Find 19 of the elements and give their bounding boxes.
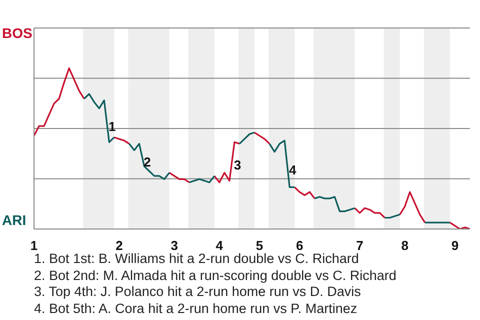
x-tick-label: 5: [256, 238, 264, 253]
x-tick-label: 3: [170, 238, 178, 253]
text: ARI: [2, 212, 26, 228]
x-tick-label: 6: [296, 238, 304, 253]
x-tick-label: 4: [216, 238, 224, 253]
text: 4. Bot 5th: A. Cora hit a 2-run home run vs P. Martinez: [34, 301, 358, 318]
annotation: 2: [144, 154, 151, 170]
x-tick-label: 1: [30, 238, 38, 253]
x-tick-label: 2: [116, 238, 123, 253]
annotation: 1: [108, 119, 116, 134]
text: 3. Top 4th: J. Polanco hit a 2-run home run vs D. Davis: [34, 284, 362, 302]
text: BOS: [2, 25, 32, 41]
x-tick-label: 8: [401, 238, 408, 253]
x-tick-label: 9: [451, 238, 459, 253]
annotation: 4: [288, 162, 297, 178]
x-tick-label: 7: [356, 238, 364, 253]
annotation: 3: [234, 158, 242, 173]
text: 1. Bot 1st: B. Williams hit a 2-run double vs C. Richard: [34, 251, 360, 268]
text: 2. Bot 2nd: M. Almada hit a run-scoring double vs C. Richard: [34, 268, 396, 284]
